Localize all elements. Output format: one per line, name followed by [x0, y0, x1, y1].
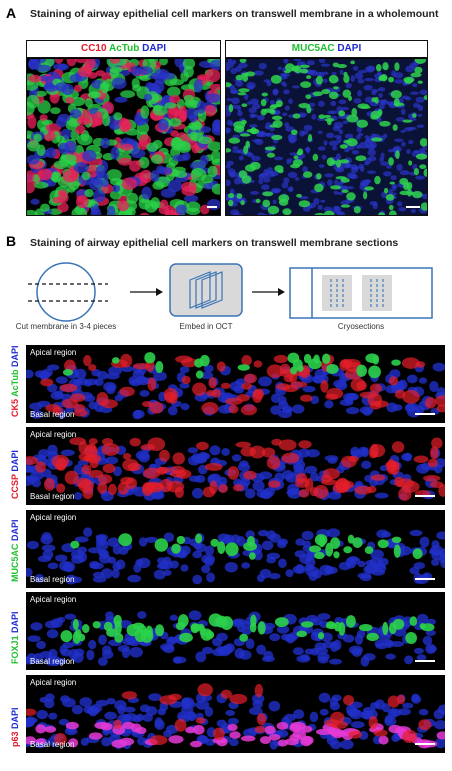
section-stain-label: CK5 AcTub DAPI [10, 345, 20, 417]
step-cryosections-label: Cryosections [337, 322, 385, 331]
step-cut-membrane-label: Cut membrane in 3-4 pieces [15, 322, 117, 331]
apical-region-label: Apical region [30, 595, 77, 604]
basal-region-label: Basal region [30, 657, 75, 666]
marker-label: DAPI [10, 450, 20, 475]
marker-label: DAPI [10, 345, 20, 370]
section-stain-label: CCSP DAPI [10, 450, 20, 499]
arrow-right-icon [130, 288, 163, 296]
marker-label: MUC5AC [291, 43, 335, 54]
marker-label: CCSP [10, 474, 20, 499]
panel-b-letter: B [6, 233, 17, 249]
wholemount-muc5ac-image: MUC5AC DAPI [225, 40, 428, 216]
marker-label: AcTub [106, 43, 140, 54]
section-micrograph: Apical region Basal region [26, 427, 445, 505]
section-micrograph: Apical region Basal region [26, 510, 445, 588]
scale-bar [415, 660, 435, 662]
marker-label: DAPI [10, 519, 20, 544]
section-stain-label: MUC5AC DAPI [10, 519, 20, 582]
marker-label: CC10 [80, 43, 107, 54]
step-embed-label: Embed in OCT [179, 322, 233, 331]
section-stain-label: FOXJ1 DAPI [10, 611, 20, 664]
section-micrograph: Apical region Basal region [26, 345, 445, 423]
wholemount-cc10-actub-image: CC10 AcTub DAPI [26, 40, 221, 216]
section-stain-label: p63 DAPI [10, 707, 20, 747]
apical-region-label: Apical region [30, 678, 77, 687]
slide-icon [289, 267, 433, 319]
membrane-circle-icon [28, 262, 108, 322]
wholemount-right-micrograph [226, 58, 427, 215]
wholemount-left-micrograph [27, 58, 220, 215]
marker-label: DAPI [334, 43, 362, 54]
marker-label: DAPI [139, 43, 167, 54]
marker-label: p63 [10, 731, 20, 747]
arrow-right-icon [252, 288, 285, 296]
marker-label: DAPI [10, 611, 20, 636]
section-micrograph: Apical region Basal region [26, 592, 445, 670]
section-micrograph: Apical region Basal region [26, 675, 445, 753]
scale-bar [415, 413, 435, 415]
apical-region-label: Apical region [30, 430, 77, 439]
wholemount-right-header: MUC5AC DAPI [226, 41, 427, 58]
oct-block-icon [169, 263, 243, 317]
panel-a-letter: A [6, 5, 17, 21]
scale-bar [406, 206, 420, 208]
panel-b-title: Staining of airway epithelial cell marke… [30, 237, 399, 249]
marker-label: FOXJ1 [10, 635, 20, 664]
scale-bar [207, 206, 217, 208]
scale-bar [415, 743, 435, 745]
marker-label: MUC5AC [10, 543, 20, 582]
scale-bar [415, 495, 435, 497]
panel-a-title: Staining of airway epithelial cell marke… [30, 8, 439, 20]
basal-region-label: Basal region [30, 410, 75, 419]
scale-bar [415, 578, 435, 580]
wholemount-left-header: CC10 AcTub DAPI [27, 41, 220, 58]
sectioning-schematic [28, 262, 433, 322]
apical-region-label: Apical region [30, 348, 77, 357]
marker-label: DAPI [10, 707, 20, 732]
apical-region-label: Apical region [30, 513, 77, 522]
basal-region-label: Basal region [30, 575, 75, 584]
basal-region-label: Basal region [30, 492, 75, 501]
marker-label: AcTub [10, 369, 20, 399]
marker-label: CK5 [10, 398, 20, 417]
basal-region-label: Basal region [30, 740, 75, 749]
